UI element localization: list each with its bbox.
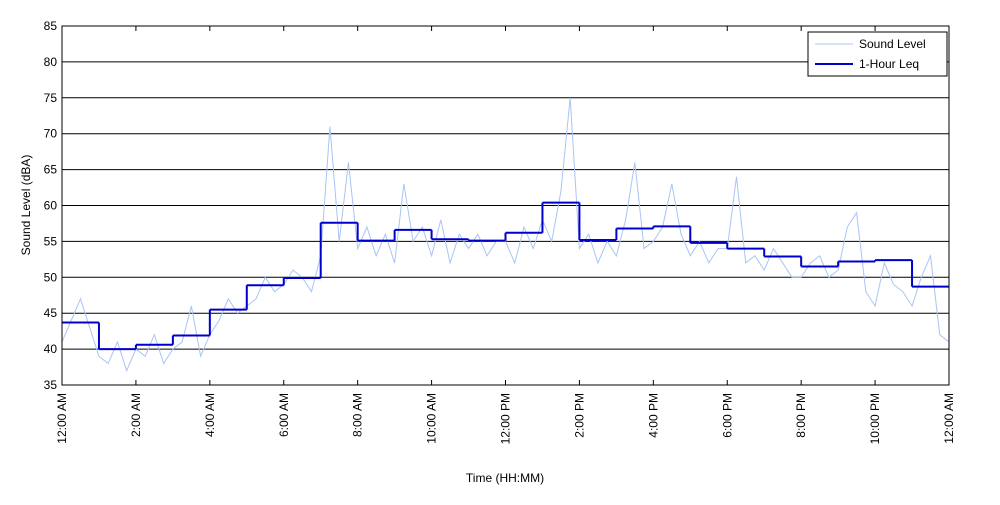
x-tick-label: 6:00 PM — [720, 393, 734, 438]
y-tick-label: 35 — [44, 378, 58, 392]
y-tick-label: 60 — [44, 199, 58, 213]
x-tick-label: 2:00 PM — [572, 393, 586, 438]
x-axis-label: Time (HH:MM) — [466, 471, 544, 485]
x-tick-label: 4:00 AM — [203, 393, 217, 437]
x-tick-label: 8:00 PM — [794, 393, 808, 438]
y-tick-label: 70 — [44, 127, 58, 141]
y-tick-label: 50 — [44, 270, 58, 284]
y-tick-label: 75 — [44, 91, 58, 105]
x-tick-label: 6:00 AM — [277, 393, 291, 437]
y-tick-label: 40 — [44, 342, 58, 356]
x-tick-label: 2:00 AM — [129, 393, 143, 437]
y-tick-label: 85 — [44, 19, 58, 33]
x-tick-label: 12:00 PM — [499, 393, 513, 444]
legend-label: Sound Level — [859, 37, 926, 51]
x-tick-label: 10:00 PM — [868, 393, 882, 444]
x-tick-label: 8:00 AM — [351, 393, 365, 437]
x-tick-label: 10:00 AM — [425, 393, 439, 444]
legend-label: 1-Hour Leq — [859, 57, 919, 71]
y-tick-label: 65 — [44, 163, 58, 177]
y-axis-label: Sound Level (dBA) — [19, 155, 33, 256]
x-tick-label: 12:00 AM — [55, 393, 69, 444]
x-tick-label: 4:00 PM — [646, 393, 660, 438]
y-tick-label: 45 — [44, 306, 58, 320]
y-tick-label: 55 — [44, 234, 58, 248]
legend-box — [807, 31, 948, 77]
y-tick-label: 80 — [44, 55, 58, 69]
x-tick-label: 12:00 AM — [942, 393, 956, 444]
plot-frame — [61, 25, 950, 386]
